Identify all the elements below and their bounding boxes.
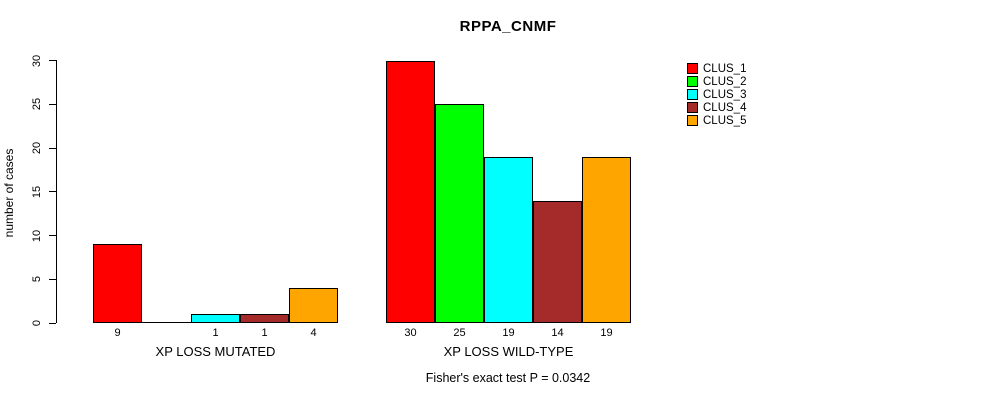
bar-value-label: 9 <box>114 327 121 339</box>
y-tick-label: 20 <box>31 141 43 155</box>
legend-swatch-icon <box>687 89 698 100</box>
y-tick-mark <box>49 60 56 61</box>
y-tick-label: 10 <box>31 229 43 242</box>
y-axis-label: number of cases <box>2 148 16 238</box>
y-tick-label: 15 <box>31 185 43 198</box>
bar-clus_5-1 <box>289 288 338 323</box>
bar-clus_2-2 <box>435 104 484 323</box>
bar-value-label: 19 <box>502 327 515 339</box>
bar-clus_3-2 <box>484 156 533 323</box>
y-tick-label: 0 <box>31 319 43 327</box>
bar-value-label: 30 <box>404 327 417 339</box>
legend-item-clus_3: CLUS_3 <box>687 88 746 101</box>
legend-swatch-icon <box>687 115 698 126</box>
bar-clus_1-1 <box>93 244 142 323</box>
legend-item-clus_2: CLUS_2 <box>687 75 746 88</box>
bar-clus_5-2 <box>582 156 631 323</box>
legend-item-clus_5: CLUS_5 <box>687 114 746 127</box>
y-tick-mark <box>49 147 56 149</box>
legend-item-clus_4: CLUS_4 <box>687 101 746 114</box>
legend-swatch-icon <box>687 63 698 74</box>
bar-clus_3-1 <box>191 314 240 323</box>
legend-label: CLUS_4 <box>703 101 747 114</box>
bar-clus_1-2 <box>386 60 435 323</box>
bar-clus_4-2 <box>533 200 582 323</box>
y-tick-mark <box>49 103 56 105</box>
chart-title: RPPA_CNMF <box>459 18 557 35</box>
x-group-label: XP LOSS MUTATED <box>155 344 276 359</box>
bar-clus_4-1 <box>240 314 289 323</box>
legend-label: CLUS_1 <box>703 62 747 75</box>
bar-value-label: 4 <box>310 327 317 339</box>
bar-value-label: 19 <box>600 327 613 339</box>
legend-label: CLUS_2 <box>703 75 747 88</box>
y-tick-mark <box>49 191 56 193</box>
bar-clus_2-1-zero <box>142 322 191 323</box>
fisher-test-footnote: Fisher's exact test P = 0.0342 <box>425 371 591 385</box>
bar-value-label: 1 <box>212 327 219 339</box>
y-tick-label: 5 <box>31 276 43 283</box>
y-tick-label: 25 <box>31 98 43 111</box>
y-tick-mark <box>49 278 56 280</box>
legend-swatch-icon <box>687 102 698 113</box>
bar-value-label: 1 <box>261 327 268 339</box>
y-tick-mark <box>49 322 56 324</box>
y-tick-label: 30 <box>31 54 43 67</box>
legend-label: CLUS_3 <box>703 88 747 101</box>
bar-value-label: 25 <box>453 327 466 339</box>
y-tick-mark <box>49 235 56 236</box>
bar-value-label: 14 <box>551 327 564 339</box>
legend-swatch-icon <box>687 76 698 87</box>
legend-label: CLUS_5 <box>703 114 747 127</box>
x-group-label: XP LOSS WILD-TYPE <box>443 344 574 359</box>
legend-item-clus_1: CLUS_1 <box>687 62 746 75</box>
y-axis-line <box>56 60 57 323</box>
